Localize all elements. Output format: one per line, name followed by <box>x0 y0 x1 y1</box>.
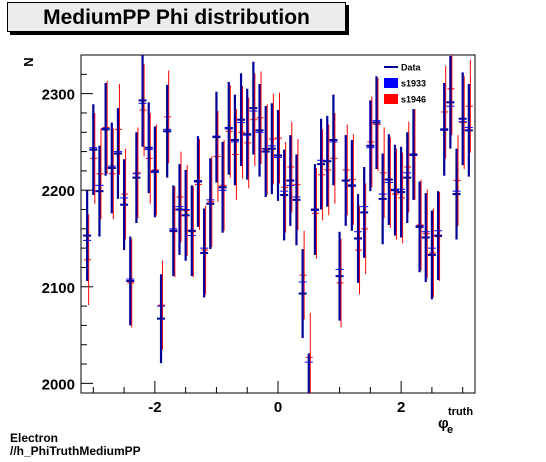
x-tick-label: 0 <box>274 399 282 416</box>
x-axis-label-sup: truth <box>448 406 473 418</box>
footer: Electron //h_PhiTruthMediumPP <box>10 432 141 458</box>
legend-swatch-s1946 <box>384 94 398 104</box>
x-axis-label: φ <box>438 415 449 432</box>
y-tick-label: 2100 <box>42 280 75 297</box>
chart-title: MediumPP Phi distribution <box>43 6 310 29</box>
footer-line-1: Electron <box>10 431 59 445</box>
x-axis-label-main: φ <box>438 415 449 432</box>
legend-label: s1933 <box>401 79 426 89</box>
legend-label: s1946 <box>401 95 426 105</box>
legend: Data s1933 s1946 <box>384 63 426 105</box>
x-tick-label: 2 <box>397 399 405 416</box>
footer-line-2: //h_PhiTruthMediumPP <box>10 444 141 458</box>
y-axis-label: N <box>21 57 36 66</box>
x-axis: -2 0 2 <box>92 381 464 416</box>
y-tick-label: 2200 <box>42 183 75 200</box>
x-axis-label-sub: e <box>447 424 453 436</box>
legend-label: Data <box>401 63 422 73</box>
legend-swatch-s1933 <box>384 78 398 88</box>
plot-frame <box>80 54 476 394</box>
x-tick-label: -2 <box>148 399 161 416</box>
plot-markers <box>83 55 473 393</box>
y-tick-label: 2300 <box>42 87 75 104</box>
y-tick-label: 2000 <box>42 376 75 393</box>
y-axis: 2000 2100 2200 2300 <box>42 54 93 393</box>
chart-title-box: MediumPP Phi distribution <box>7 2 346 32</box>
